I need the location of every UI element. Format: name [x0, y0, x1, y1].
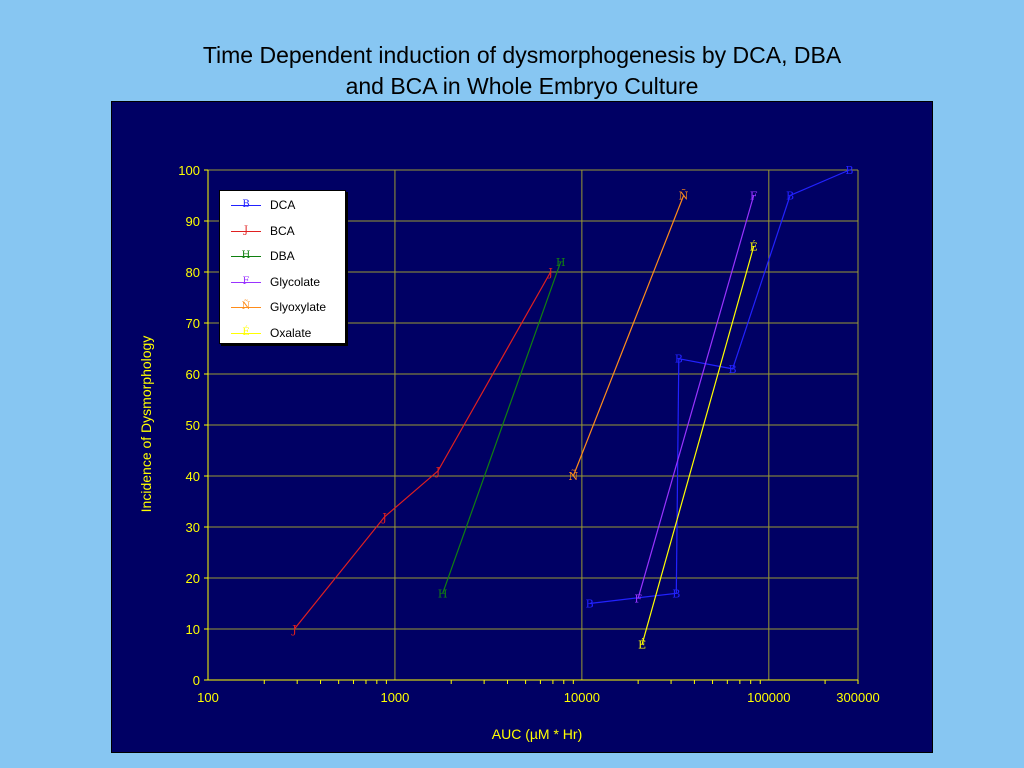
- legend-item-bca: J BCA: [220, 221, 345, 241]
- y-tick-label: 40: [186, 469, 200, 484]
- y-tick-label: 10: [186, 622, 200, 637]
- legend-label-dba: DBA: [270, 249, 295, 263]
- x-tick-label: 100000: [747, 690, 790, 705]
- y-tick-label: 100: [178, 163, 200, 178]
- x-axis-label: AUC (µM * Hr): [491, 726, 583, 742]
- y-tick-label: 30: [186, 520, 200, 535]
- legend-label-glycolate: Glycolate: [270, 274, 321, 289]
- data-point-bca: J: [435, 465, 440, 478]
- data-point-bca: J: [547, 266, 552, 279]
- data-point-dca: B: [729, 363, 737, 376]
- legend-marker-glyoxylate: Ñ: [241, 301, 251, 312]
- y-tick-label: 20: [186, 571, 200, 586]
- series-line-glycolate: [637, 195, 755, 599]
- data-point-dca: B: [845, 164, 853, 177]
- data-point-bca: J: [381, 511, 386, 524]
- series-line-glyoxylate: [572, 195, 685, 477]
- series-line-dca: [589, 169, 850, 605]
- legend-marker-dba: H: [241, 250, 251, 261]
- data-point-glycolate: F: [634, 592, 642, 605]
- legend-item-dca: B DCA: [220, 195, 345, 215]
- x-tick-label: 100: [197, 690, 219, 705]
- data-point-bca: J: [291, 623, 296, 636]
- data-point-oxalate: É: [638, 637, 646, 651]
- slide-title-line-1: Time Dependent induction of dysmorphogen…: [202, 42, 842, 68]
- legend-swatch-glycolate: [231, 281, 261, 283]
- data-point-dca: B: [786, 190, 794, 203]
- legend-swatch-dca: [231, 205, 261, 206]
- data-point-glyoxylate: Ñ: [569, 469, 579, 483]
- data-point-glyoxylate: Ñ: [679, 189, 689, 203]
- y-tick-label: 0: [193, 673, 200, 688]
- series-line-bca: [293, 271, 552, 630]
- data-point-dca: B: [675, 353, 683, 366]
- data-point-dba: H: [438, 587, 448, 600]
- legend-marker-glycolate: F: [242, 275, 250, 287]
- y-axis-label: Incidence of Dysmorphology: [138, 335, 154, 513]
- x-tick-label: 300000: [836, 690, 879, 705]
- legend-marker-oxalate: É: [242, 326, 250, 338]
- slide-title-line-2: and BCA in Whole Embryo Culture: [345, 73, 699, 99]
- y-tick-label: 50: [186, 418, 200, 433]
- x-tick-label: 10000: [564, 690, 600, 705]
- legend-item-glycolate: F Glycolate: [220, 272, 345, 292]
- slide-title: Time Dependent induction of dysmorphogen…: [112, 40, 932, 102]
- legend-item-oxalate: É Oxalate: [220, 323, 345, 343]
- y-tick-label: 90: [186, 214, 200, 229]
- chart-legend: B DCA J BCA H DBA F Glycolate Ñ Glyoxylate É Oxalat…: [219, 190, 346, 344]
- legend-swatch-bca: [231, 230, 261, 232]
- data-point-dba: H: [556, 256, 566, 269]
- legend-marker-dca: B: [242, 199, 250, 210]
- legend-swatch-glyoxylate: [231, 307, 261, 308]
- data-point-oxalate: É: [750, 240, 758, 254]
- data-point-dca: B: [672, 587, 680, 600]
- series-line-dba: [442, 261, 562, 594]
- y-tick-label: 70: [186, 316, 200, 331]
- legend-swatch-dba: [231, 256, 261, 257]
- y-tick-label: 60: [186, 367, 200, 382]
- legend-item-dba: H DBA: [220, 246, 345, 266]
- legend-item-glyoxylate: Ñ Glyoxylate: [220, 297, 345, 317]
- x-tick-label: 1000: [380, 690, 409, 705]
- data-point-glycolate: F: [750, 190, 758, 203]
- legend-label-glyoxylate: Glyoxylate: [270, 300, 327, 314]
- legend-swatch-oxalate: [231, 332, 261, 334]
- legend-label-dca: DCA: [270, 198, 296, 212]
- series-line-oxalate: [641, 246, 755, 645]
- legend-label-oxalate: Oxalate: [270, 325, 312, 340]
- legend-marker-bca: J: [243, 224, 248, 236]
- data-point-dca: B: [586, 598, 594, 611]
- y-tick-label: 80: [186, 265, 200, 280]
- legend-label-bca: BCA: [270, 223, 295, 238]
